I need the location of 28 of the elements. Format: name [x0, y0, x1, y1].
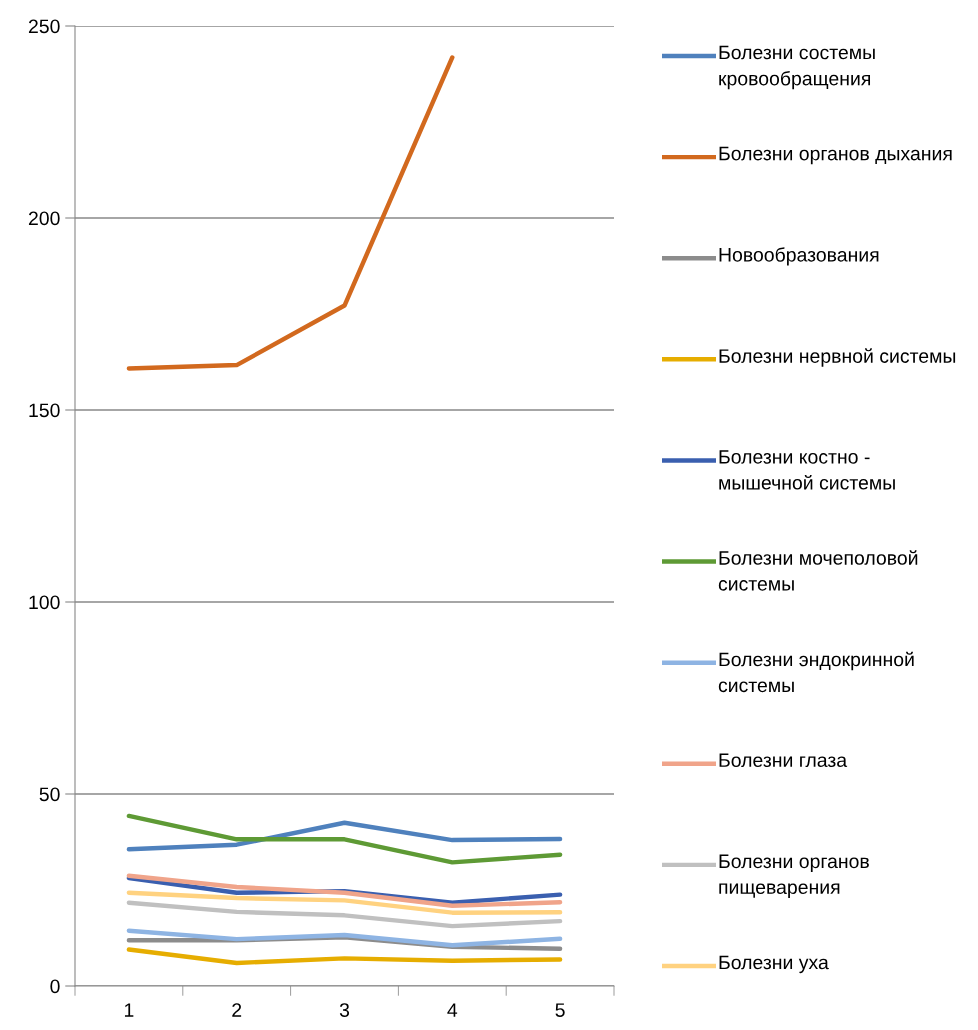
line-series — [126, 813, 563, 865]
legend-label: Болезни органов дыхания — [719, 146, 952, 165]
x-tick-label: 4 — [447, 1003, 458, 1017]
legend-label: Болезни состемы кровообращения — [719, 45, 875, 90]
legend-label: Болезни глаза — [719, 753, 848, 768]
x-tick-label: 5 — [555, 1003, 565, 1017]
x-tick-label: 1 — [124, 1003, 134, 1017]
y-tick-label: 200 — [28, 211, 60, 226]
legend-label: Болезни уха — [719, 955, 829, 974]
legend-label: Болезни нервной системы — [719, 348, 956, 367]
line-series — [126, 947, 563, 966]
y-tick-label: 250 — [28, 19, 60, 34]
x-tick-label: 2 — [232, 1003, 242, 1017]
legend-label: Болезни мочеполовой системы — [718, 550, 918, 591]
x-tick-label: 3 — [339, 1003, 350, 1017]
y-tick-label: 0 — [50, 979, 60, 994]
line-series — [126, 900, 563, 929]
y-tick-label: 100 — [29, 595, 60, 610]
legend-label: Болезни костно - мышечной системы — [719, 450, 895, 490]
legend-label: Болезни эндокринной системы — [718, 651, 914, 693]
line-series — [126, 820, 563, 852]
line-series — [126, 890, 563, 915]
line-series — [126, 55, 455, 371]
legend-label: Новообразования — [719, 247, 879, 266]
y-tick-label: 150 — [29, 403, 60, 418]
legend-label: Болезни органов пищеварения — [719, 854, 869, 898]
y-tick-label: 50 — [39, 787, 60, 802]
line-series — [126, 928, 563, 948]
